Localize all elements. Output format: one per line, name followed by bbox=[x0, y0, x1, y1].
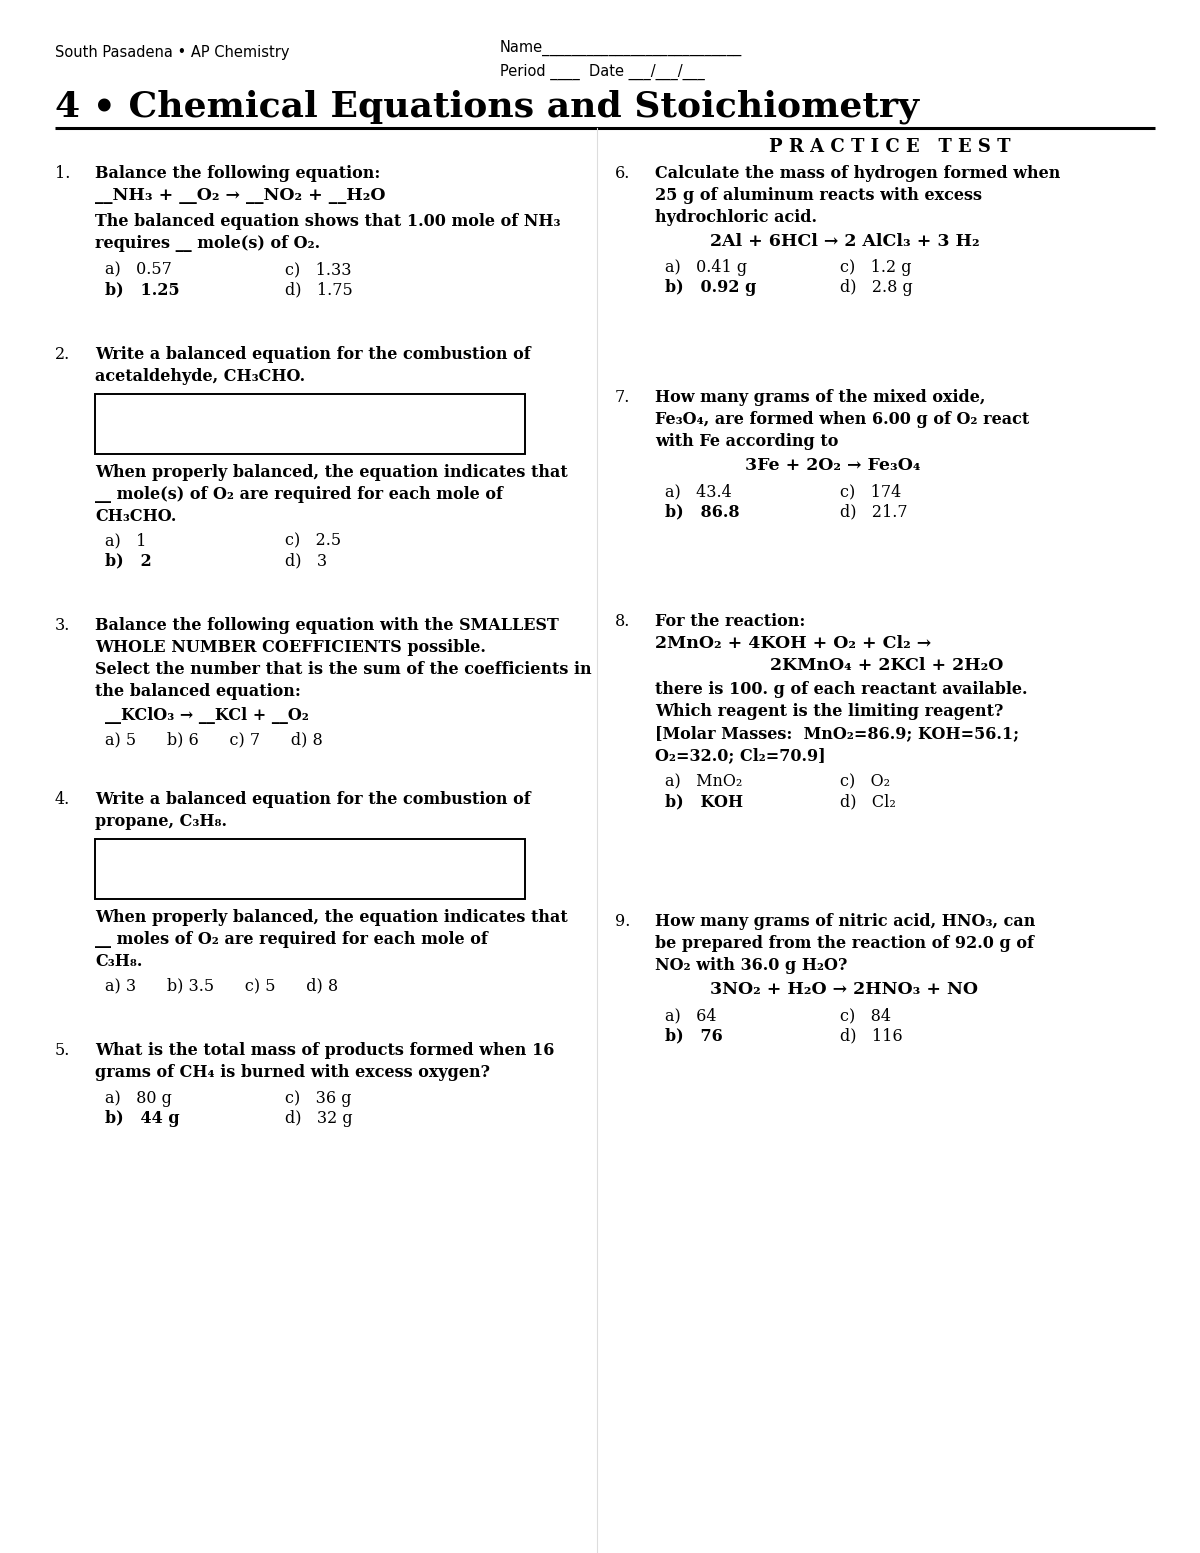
Text: South Pasadena • AP Chemistry: South Pasadena • AP Chemistry bbox=[55, 45, 289, 61]
Text: Fe₃O₄, are formed when 6.00 g of O₂ react: Fe₃O₄, are formed when 6.00 g of O₂ reac… bbox=[655, 412, 1030, 429]
Text: a)   80 g: a) 80 g bbox=[106, 1090, 172, 1107]
Text: acetaldehyde, CH₃CHO.: acetaldehyde, CH₃CHO. bbox=[95, 368, 305, 385]
Text: 4 • Chemical Equations and Stoichiometry: 4 • Chemical Equations and Stoichiometry bbox=[55, 90, 919, 124]
Text: d)   21.7: d) 21.7 bbox=[840, 503, 907, 520]
Text: c)   1.2 g: c) 1.2 g bbox=[840, 259, 912, 276]
Text: 2KMnO₄ + 2KCl + 2H₂O: 2KMnO₄ + 2KCl + 2H₂O bbox=[770, 657, 1003, 674]
Text: be prepared from the reaction of 92.0 g of: be prepared from the reaction of 92.0 g … bbox=[655, 935, 1034, 952]
Text: __ moles of O₂ are required for each mole of: __ moles of O₂ are required for each mol… bbox=[95, 930, 487, 947]
Text: Write a balanced equation for the combustion of: Write a balanced equation for the combus… bbox=[95, 790, 530, 808]
Text: Write a balanced equation for the combustion of: Write a balanced equation for the combus… bbox=[95, 346, 530, 363]
Text: The balanced equation shows that 1.00 mole of NH₃: The balanced equation shows that 1.00 mo… bbox=[95, 213, 560, 230]
Text: __NH₃ + __O₂ → __NO₂ + __H₂O: __NH₃ + __O₂ → __NO₂ + __H₂O bbox=[95, 186, 385, 203]
Text: How many grams of nitric acid, HNO₃, can: How many grams of nitric acid, HNO₃, can bbox=[655, 913, 1036, 930]
Text: hydrochloric acid.: hydrochloric acid. bbox=[655, 210, 817, 227]
Text: __ mole(s) of O₂ are required for each mole of: __ mole(s) of O₂ are required for each m… bbox=[95, 486, 503, 503]
Text: [Molar Masses:  MnO₂=86.9; KOH=56.1;: [Molar Masses: MnO₂=86.9; KOH=56.1; bbox=[655, 725, 1019, 742]
Text: d)   1.75: d) 1.75 bbox=[286, 281, 353, 298]
Text: C₃H₈.: C₃H₈. bbox=[95, 954, 143, 971]
Text: d)   2.8 g: d) 2.8 g bbox=[840, 280, 913, 297]
Text: b)   76: b) 76 bbox=[665, 1027, 722, 1044]
Text: c)   174: c) 174 bbox=[840, 483, 901, 500]
Text: a) 3      b) 3.5      c) 5      d) 8: a) 3 b) 3.5 c) 5 d) 8 bbox=[106, 977, 338, 994]
Text: Select the number that is the sum of the coefficients in: Select the number that is the sum of the… bbox=[95, 662, 592, 679]
Text: Period ____  Date ___/___/___: Period ____ Date ___/___/___ bbox=[500, 64, 704, 81]
Text: Calculate the mass of hydrogen formed when: Calculate the mass of hydrogen formed wh… bbox=[655, 165, 1061, 182]
Text: Balance the following equation:: Balance the following equation: bbox=[95, 165, 380, 182]
Text: 7.: 7. bbox=[616, 388, 630, 405]
Text: Which reagent is the limiting reagent?: Which reagent is the limiting reagent? bbox=[655, 704, 1003, 721]
Text: the balanced equation:: the balanced equation: bbox=[95, 683, 301, 700]
Text: For the reaction:: For the reaction: bbox=[655, 613, 805, 631]
Text: CH₃CHO.: CH₃CHO. bbox=[95, 508, 176, 525]
Text: 8.: 8. bbox=[616, 613, 630, 631]
Text: a)   43.4: a) 43.4 bbox=[665, 483, 732, 500]
Text: 6.: 6. bbox=[616, 165, 630, 182]
Text: b)   86.8: b) 86.8 bbox=[665, 503, 739, 520]
Text: a)   0.57: a) 0.57 bbox=[106, 261, 172, 278]
Bar bbox=[95, 394, 526, 453]
Text: WHOLE NUMBER COEFFICIENTS possible.: WHOLE NUMBER COEFFICIENTS possible. bbox=[95, 638, 486, 655]
Text: 2MnO₂ + 4KOH + O₂ + Cl₂ →: 2MnO₂ + 4KOH + O₂ + Cl₂ → bbox=[655, 635, 931, 652]
Text: b)   0.92 g: b) 0.92 g bbox=[665, 280, 756, 297]
Text: with Fe according to: with Fe according to bbox=[655, 433, 839, 450]
Text: NO₂ with 36.0 g H₂O?: NO₂ with 36.0 g H₂O? bbox=[655, 957, 847, 974]
Text: d)   116: d) 116 bbox=[840, 1027, 902, 1044]
Text: c)   O₂: c) O₂ bbox=[840, 773, 890, 790]
Text: 3NO₂ + H₂O → 2HNO₃ + NO: 3NO₂ + H₂O → 2HNO₃ + NO bbox=[710, 981, 978, 999]
Text: d)   32 g: d) 32 g bbox=[286, 1110, 353, 1127]
Text: a)   MnO₂: a) MnO₂ bbox=[665, 773, 743, 790]
Text: 2.: 2. bbox=[55, 346, 71, 363]
Text: propane, C₃H₈.: propane, C₃H₈. bbox=[95, 814, 227, 829]
Text: c)   2.5: c) 2.5 bbox=[286, 533, 341, 550]
Text: there is 100. g of each reactant available.: there is 100. g of each reactant availab… bbox=[655, 682, 1027, 697]
Text: b)   2: b) 2 bbox=[106, 551, 151, 568]
Bar bbox=[95, 839, 526, 899]
Text: a)   64: a) 64 bbox=[665, 1006, 716, 1023]
Text: 9.: 9. bbox=[616, 913, 630, 930]
Text: c)   36 g: c) 36 g bbox=[286, 1090, 352, 1107]
Text: 3.: 3. bbox=[55, 617, 71, 634]
Text: requires __ mole(s) of O₂.: requires __ mole(s) of O₂. bbox=[95, 235, 320, 252]
Text: c)   84: c) 84 bbox=[840, 1006, 890, 1023]
Text: a)   0.41 g: a) 0.41 g bbox=[665, 259, 748, 276]
Text: c)   1.33: c) 1.33 bbox=[286, 261, 352, 278]
Text: O₂=32.0; Cl₂=70.9]: O₂=32.0; Cl₂=70.9] bbox=[655, 747, 826, 764]
Text: a)   1: a) 1 bbox=[106, 533, 146, 550]
Text: 3Fe + 2O₂ → Fe₃O₄: 3Fe + 2O₂ → Fe₃O₄ bbox=[745, 457, 920, 474]
Text: 5.: 5. bbox=[55, 1042, 71, 1059]
Text: d)   3: d) 3 bbox=[286, 551, 328, 568]
Text: How many grams of the mixed oxide,: How many grams of the mixed oxide, bbox=[655, 388, 985, 405]
Text: 1.: 1. bbox=[55, 165, 71, 182]
Text: a) 5      b) 6      c) 7      d) 8: a) 5 b) 6 c) 7 d) 8 bbox=[106, 731, 323, 749]
Text: grams of CH₄ is burned with excess oxygen?: grams of CH₄ is burned with excess oxyge… bbox=[95, 1064, 490, 1081]
Text: 4.: 4. bbox=[55, 790, 71, 808]
Text: What is the total mass of products formed when 16: What is the total mass of products forme… bbox=[95, 1042, 554, 1059]
Text: Balance the following equation with the SMALLEST: Balance the following equation with the … bbox=[95, 617, 559, 634]
Text: 2Al + 6HCl → 2 AlCl₃ + 3 H₂: 2Al + 6HCl → 2 AlCl₃ + 3 H₂ bbox=[710, 233, 979, 250]
Text: P R A C T I C E   T E S T: P R A C T I C E T E S T bbox=[769, 138, 1010, 155]
Text: When properly balanced, the equation indicates that: When properly balanced, the equation ind… bbox=[95, 909, 568, 926]
Text: When properly balanced, the equation indicates that: When properly balanced, the equation ind… bbox=[95, 464, 568, 481]
Text: __KClO₃ → __KCl + __O₂: __KClO₃ → __KCl + __O₂ bbox=[106, 707, 308, 724]
Text: 25 g of aluminum reacts with excess: 25 g of aluminum reacts with excess bbox=[655, 186, 982, 203]
Text: b)   1.25: b) 1.25 bbox=[106, 281, 180, 298]
Text: Name___________________________: Name___________________________ bbox=[500, 40, 743, 56]
Text: b)   44 g: b) 44 g bbox=[106, 1110, 180, 1127]
Text: b)   KOH: b) KOH bbox=[665, 794, 743, 811]
Text: d)   Cl₂: d) Cl₂ bbox=[840, 794, 896, 811]
